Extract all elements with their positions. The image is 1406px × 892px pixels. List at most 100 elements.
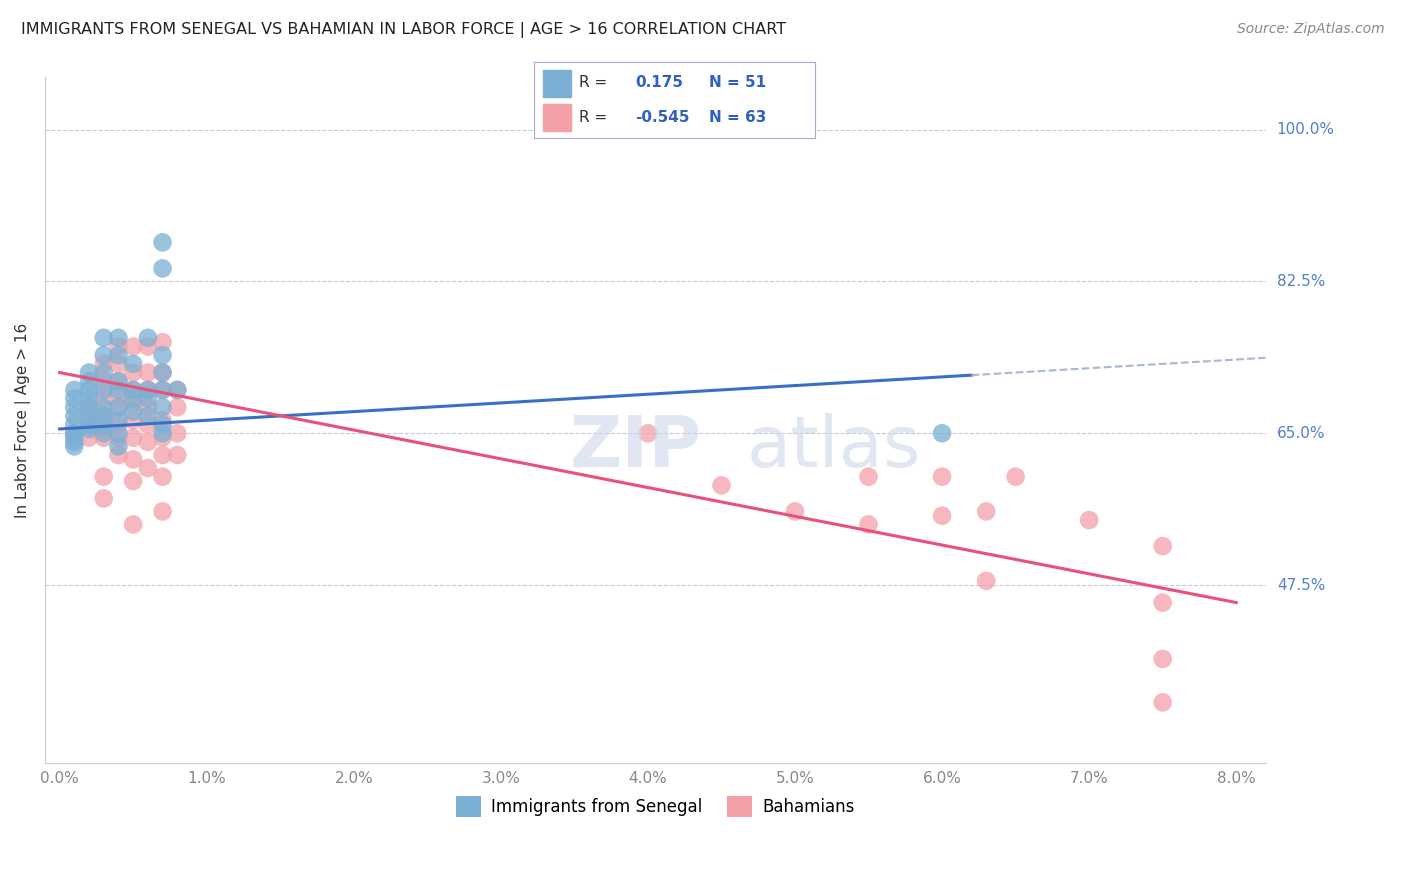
Point [107,387,129,401]
Point [77,366,100,380]
Point [122,366,145,380]
Point [93,331,115,345]
Point [107,417,129,432]
Point [107,374,129,388]
Point [77,401,100,415]
Point [93,366,115,380]
Point [93,431,115,445]
Point [93,422,115,436]
Point [77,422,100,436]
Point [166,426,188,441]
Text: 47.5%: 47.5% [1277,578,1324,592]
Point [63,426,86,441]
Point [136,392,159,406]
Point [107,439,129,453]
Point [166,383,188,397]
Point [122,383,145,397]
Point [122,339,145,353]
Point [93,409,115,423]
Point [931,426,953,441]
Point [107,383,129,397]
Point [152,504,174,518]
Point [1004,469,1026,483]
Point [122,404,145,418]
Point [152,401,174,415]
Point [1152,539,1174,553]
Point [136,366,159,380]
Point [637,426,659,441]
Point [152,348,174,362]
Point [166,383,188,397]
Text: ZIP: ZIP [569,413,702,483]
Text: 0.175: 0.175 [636,76,683,90]
Point [107,401,129,415]
Point [1152,596,1174,610]
Point [93,383,115,397]
Point [136,409,159,423]
Point [152,413,174,427]
Point [93,392,115,406]
Point [152,383,174,397]
Point [974,574,997,588]
Point [931,508,953,523]
Text: N = 63: N = 63 [709,110,766,125]
Point [93,357,115,371]
Point [63,431,86,445]
Point [107,331,129,345]
Point [77,431,100,445]
Point [93,348,115,362]
Point [107,431,129,445]
Point [63,417,86,432]
Point [77,401,100,415]
Point [93,374,115,388]
Point [107,339,129,353]
Text: 100.0%: 100.0% [1277,122,1334,137]
Bar [543,104,571,130]
Point [152,469,174,483]
Point [783,504,806,518]
Point [122,383,145,397]
Point [122,517,145,532]
Text: 65.0%: 65.0% [1277,425,1326,441]
Text: Source: ZipAtlas.com: Source: ZipAtlas.com [1237,22,1385,37]
Point [93,426,115,441]
Text: R =: R = [579,110,607,125]
Point [152,261,174,276]
Point [77,383,100,397]
Point [107,426,129,441]
Point [152,431,174,445]
Point [77,409,100,423]
Point [152,426,174,441]
Point [136,383,159,397]
Point [152,235,174,250]
Point [107,348,129,362]
Point [152,335,174,350]
Point [122,474,145,488]
Y-axis label: In Labor Force | Age > 16: In Labor Force | Age > 16 [15,323,31,518]
Point [77,417,100,432]
Point [93,409,115,423]
Text: atlas: atlas [747,413,921,483]
Point [77,392,100,406]
Point [931,469,953,483]
Point [63,392,86,406]
Point [93,417,115,432]
Point [93,401,115,415]
Point [63,426,86,441]
Point [710,478,733,492]
Point [136,461,159,475]
Bar [543,70,571,96]
Text: IMMIGRANTS FROM SENEGAL VS BAHAMIAN IN LABOR FORCE | AGE > 16 CORRELATION CHART: IMMIGRANTS FROM SENEGAL VS BAHAMIAN IN L… [21,22,786,38]
Point [63,401,86,415]
Text: -0.545: -0.545 [636,110,690,125]
Point [1078,513,1101,527]
Point [136,417,159,432]
Point [107,374,129,388]
Point [77,374,100,388]
Point [107,413,129,427]
Point [122,396,145,410]
Text: N = 51: N = 51 [709,76,766,90]
Point [63,439,86,453]
Point [122,392,145,406]
Point [77,413,100,427]
